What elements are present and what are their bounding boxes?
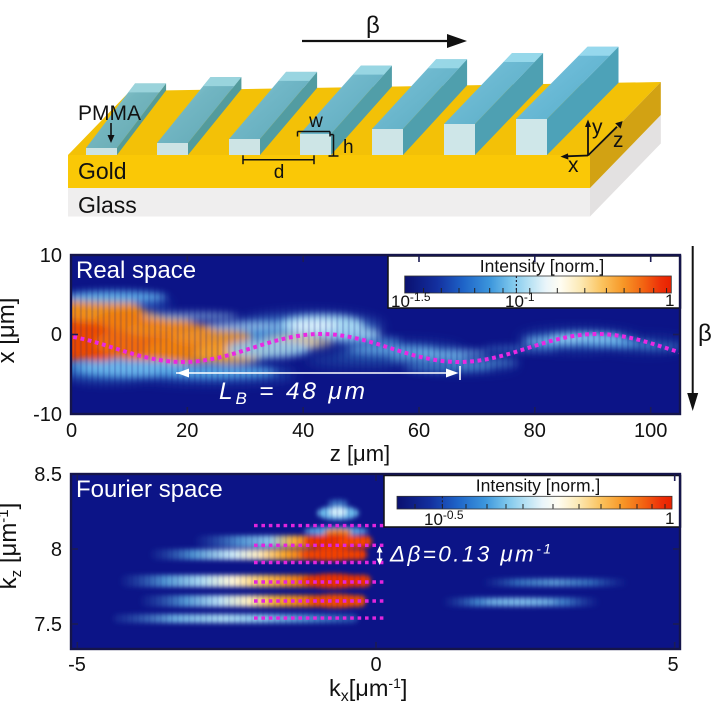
- svg-text:Gold: Gold: [78, 158, 127, 184]
- svg-text:y: y: [592, 116, 603, 139]
- svg-text:kz [μm-1]: kz [μm-1]: [0, 503, 25, 590]
- svg-text:LB = 48 μm: LB = 48 μm: [219, 378, 368, 408]
- svg-text:PMMA: PMMA: [78, 102, 141, 125]
- svg-text:β: β: [366, 12, 380, 39]
- svg-text:x: x: [568, 154, 579, 177]
- svg-text:0: 0: [370, 654, 381, 676]
- svg-text:Glass: Glass: [78, 192, 137, 218]
- svg-text:h: h: [343, 137, 354, 158]
- svg-text:40: 40: [292, 420, 314, 442]
- svg-text:80: 80: [524, 420, 546, 442]
- svg-text:8.5: 8.5: [34, 464, 62, 486]
- svg-text:Δβ=0.13 μm-1: Δβ=0.13 μm-1: [389, 541, 553, 567]
- svg-text:1: 1: [665, 291, 674, 310]
- svg-text:-5: -5: [68, 654, 86, 676]
- svg-text:7.5: 7.5: [34, 614, 62, 636]
- svg-text:10: 10: [40, 245, 62, 267]
- svg-text:-10: -10: [33, 404, 62, 426]
- svg-text:1: 1: [665, 509, 674, 528]
- svg-text:Intensity [norm.]: Intensity [norm.]: [476, 476, 601, 496]
- svg-text:100: 100: [634, 420, 667, 442]
- svg-text:0: 0: [51, 324, 62, 346]
- svg-text:w: w: [308, 111, 323, 132]
- svg-text:d: d: [274, 162, 285, 183]
- svg-text:20: 20: [176, 420, 198, 442]
- svg-text:0: 0: [66, 420, 77, 442]
- svg-text:kx[μm-1]: kx[μm-1]: [329, 675, 407, 705]
- svg-text:Intensity [norm.]: Intensity [norm.]: [480, 256, 605, 276]
- svg-text:Fourier space: Fourier space: [76, 476, 223, 503]
- svg-text:60: 60: [408, 420, 430, 442]
- svg-text:z [μm]: z [μm]: [330, 441, 390, 466]
- svg-text:z: z: [613, 129, 624, 152]
- svg-text:Real space: Real space: [76, 257, 196, 284]
- svg-text:β: β: [698, 320, 712, 347]
- svg-text:x [μm]: x [μm]: [0, 298, 20, 364]
- svg-text:5: 5: [667, 654, 678, 676]
- svg-text:8: 8: [51, 539, 62, 561]
